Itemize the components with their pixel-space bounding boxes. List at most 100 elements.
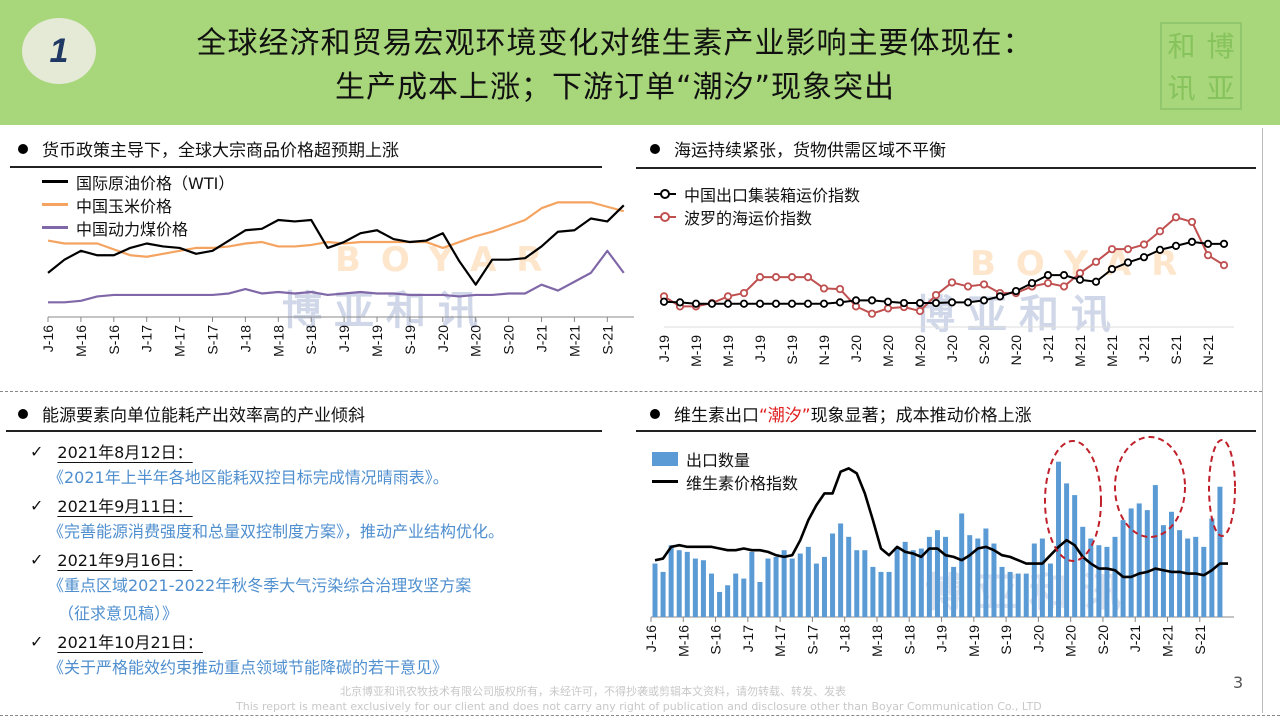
- shipping-data-point: [1075, 269, 1085, 278]
- shipping-chart-tick-label: M-19: [720, 335, 736, 367]
- shipping-data-point: [707, 299, 717, 308]
- shipping-data-point: [1027, 278, 1037, 288]
- check-icon: ✓: [30, 631, 44, 651]
- export-volume-bar: [1072, 495, 1078, 617]
- shipping-chart-tick-label: N-19: [816, 335, 832, 366]
- legend-swatch: [654, 211, 676, 222]
- vitamin-chart-tick-label: J-18: [837, 625, 853, 652]
- shipping-series-line: [663, 216, 1225, 315]
- export-volume-bar: [725, 585, 731, 617]
- check-icon: ✓: [30, 441, 44, 461]
- export-volume-bar: [684, 551, 690, 617]
- slide-title: 全球经济和贸易宏观环境变化对维生素产业影响主要体现在： 生产成本上涨；下游订单“…: [100, 22, 1130, 110]
- export-volume-bar: [1193, 536, 1199, 617]
- shipping-chart-tick-label: S-20: [976, 335, 992, 365]
- export-volume-bar: [1096, 545, 1102, 617]
- vitamin-chart-tick-label: M-20: [1063, 625, 1079, 657]
- shipping-data-point: [755, 299, 765, 308]
- watermark-cn: 博亚和讯: [915, 292, 1123, 338]
- shipping-data-point: [819, 284, 829, 293]
- shipping-chart-tick-label: J-19: [752, 335, 768, 362]
- copyright-cn: 北京博亚和讯农牧技术有限公司版权所有，未经许可，不得抄袭或剪辑本文资料，请勿转载…: [340, 685, 846, 698]
- export-volume-bar: [862, 550, 868, 617]
- commodity-chart-tick-label: M-20: [468, 325, 484, 357]
- watermark-cn: 博亚和讯: [925, 570, 1133, 616]
- commodity-section-header: 货币政策主导下，全球大宗商品价格超预期上涨: [18, 136, 399, 161]
- shipping-data-point: [915, 298, 925, 308]
- policy-document: 《重点区域2021-2022年秋冬季大气污染综合治理攻坚方案: [48, 576, 472, 595]
- shipping-data-point: [723, 292, 733, 301]
- shipping-data-point: [1011, 286, 1021, 296]
- export-volume-bar: [1209, 518, 1215, 617]
- shipping-data-point: [931, 298, 941, 308]
- commodity-chart-tick-label: J-16: [40, 325, 56, 352]
- policy-document: 《2021年上半年各地区能耗双控目标完成情况晴雨表》。: [48, 468, 449, 487]
- shipping-data-point: [771, 299, 781, 308]
- export-volume-bar: [821, 556, 827, 617]
- legend-swatch: [654, 188, 676, 199]
- shipping-data-point: [1123, 245, 1133, 254]
- vitamin-chart-tick-label: J-20: [1030, 625, 1046, 652]
- legend-item-bdi: 波罗的海运价指数: [654, 205, 860, 228]
- commodity-chart-tick-label: J-19: [336, 325, 352, 352]
- commodity-chart-tick-label: M-17: [172, 325, 188, 357]
- shipping-data-point: [947, 278, 957, 287]
- check-icon: ✓: [30, 549, 44, 569]
- shipping-data-point: [995, 292, 1005, 301]
- shipping-data-point: [899, 298, 909, 308]
- export-volume-bar: [741, 578, 747, 617]
- shipping-data-point: [979, 280, 989, 289]
- shipping-data-point: [755, 273, 765, 282]
- legend-swatch: [42, 203, 68, 206]
- divider: [6, 430, 602, 432]
- export-volume-bar: [1112, 536, 1118, 617]
- commodity-chart-tick-label: M-16: [73, 325, 89, 357]
- shipping-data-point: [1139, 253, 1149, 262]
- shipping-data-point: [979, 296, 989, 305]
- legend-item-corn: 中国玉米价格: [42, 193, 234, 216]
- list-item: ✓ 2021年9月11日： 《完善能源消费强度和总量双控制度方案》，推动产业结构优…: [30, 492, 620, 546]
- divider: [10, 166, 602, 168]
- commodity-series-line: [48, 249, 625, 304]
- export-volume-bar: [797, 553, 803, 617]
- slide-title-line1: 全球经济和贸易宏观环境变化对维生素产业影响主要体现在：: [196, 26, 1034, 61]
- commodity-chart-tick-label: J-17: [139, 325, 155, 352]
- export-volume-bar: [854, 550, 860, 617]
- shipping-data-point: [707, 298, 717, 308]
- export-volume-bar: [1064, 483, 1070, 617]
- watermark-en: BOYAR: [970, 244, 1198, 284]
- vitamin-chart-tick-label: J-16: [643, 625, 659, 652]
- shipping-chart-tick-label: S-21: [1168, 335, 1184, 365]
- vitamin-chart-tick-label: M-21: [1160, 625, 1176, 657]
- shipping-data-point: [1203, 251, 1213, 260]
- shipping-data-point: [1043, 271, 1053, 280]
- shipping-chart-tick-label: S-19: [784, 335, 800, 365]
- vitamin-section-header: 维生素出口“潮汐”现象显著；成本推动价格上涨: [650, 401, 1032, 426]
- export-volume-bar: [1144, 510, 1150, 617]
- shipping-data-point: [835, 298, 845, 307]
- list-item: ✓ 2021年10月21日： 《关于严格能效约束推动重点领域节能降碳的若干意见》: [30, 628, 620, 682]
- export-volume-bar: [934, 530, 940, 617]
- export-volume-bar: [652, 563, 658, 617]
- shipping-data-point: [947, 298, 957, 307]
- list-item: ✓ 2021年8月12日： 《2021年上半年各地区能耗双控目标完成情况晴雨表》。: [30, 438, 620, 492]
- shipping-data-point: [659, 292, 669, 301]
- export-volume-bar: [668, 545, 674, 617]
- commodity-chart-tick-label: M-21: [566, 325, 582, 357]
- commodity-chart-tick-label: S-18: [303, 325, 319, 355]
- bullet-icon: [650, 408, 660, 419]
- shipping-data-point: [787, 273, 797, 282]
- legend-item-ccfi: 中国出口集装箱运价指数: [654, 182, 860, 205]
- export-volume-bar: [959, 513, 965, 617]
- export-volume-bar: [676, 550, 682, 617]
- shipping-data-point: [963, 282, 973, 291]
- export-volume-bar: [838, 523, 844, 617]
- bullet-icon: [18, 408, 28, 419]
- divider: [636, 430, 1256, 432]
- shipping-chart-tick-label: J-19: [656, 335, 672, 362]
- export-volume-bar: [1152, 485, 1158, 617]
- export-volume-bar: [967, 535, 973, 617]
- export-volume-bar: [926, 536, 932, 617]
- commodity-chart-tick-label: J-20: [435, 325, 451, 352]
- boyar-seal-logo: 和博讯亚: [1160, 22, 1242, 110]
